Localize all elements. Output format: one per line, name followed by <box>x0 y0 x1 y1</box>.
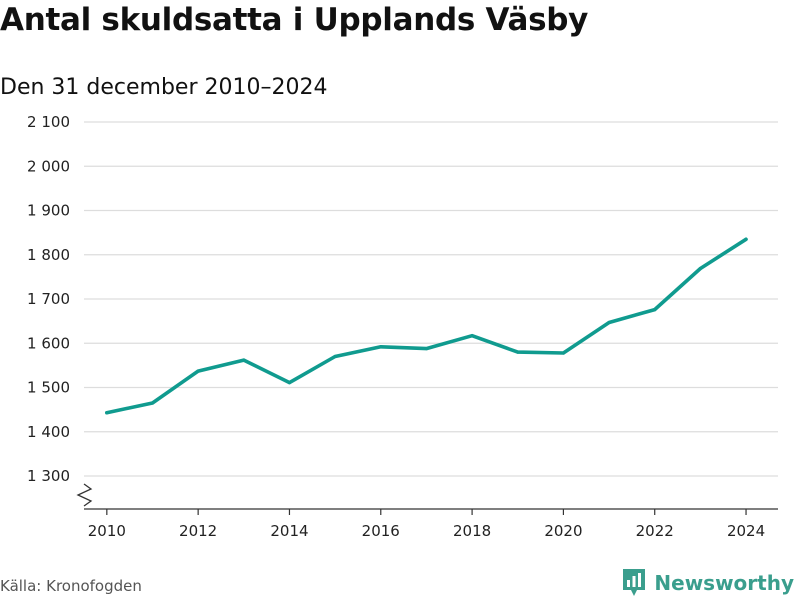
y-tick-label: 1 800 <box>27 246 70 264</box>
y-tick-label: 1 900 <box>27 202 70 220</box>
x-axis: 2010 2012 2014 2016 2018 2020 2022 2024 <box>76 483 778 540</box>
data-point <box>424 346 429 351</box>
x-tick-label: 2022 <box>636 522 674 540</box>
y-tick-label: 1 700 <box>27 290 70 308</box>
data-point <box>287 381 292 385</box>
data-point <box>150 401 155 405</box>
data-point <box>516 350 520 354</box>
data-point <box>196 369 200 373</box>
y-tick-label: 2 100 <box>27 113 70 131</box>
data-point <box>379 345 383 349</box>
chart-subtitle: Den 31 december 2010–2024 <box>0 75 328 100</box>
data-point <box>105 411 109 415</box>
y-tick-label: 1 400 <box>27 423 70 441</box>
y-axis-labels: 1 300 1 400 1 500 1 600 1 700 1 800 1 900 2 000… <box>27 113 70 485</box>
axis-break-icon <box>76 483 93 507</box>
source-note: Källa: Kronofogden <box>0 577 142 595</box>
data-point <box>470 334 474 338</box>
x-tick-label: 2012 <box>179 522 217 540</box>
grid-lines <box>84 121 778 477</box>
x-tick-label: 2018 <box>453 522 491 540</box>
y-tick-label: 1 300 <box>27 467 70 485</box>
bar-chart-bubble-icon <box>623 569 646 596</box>
brand-logo: Newsworthy <box>622 568 794 598</box>
data-point <box>744 237 748 241</box>
x-tick-label: 2024 <box>727 522 765 540</box>
data-point <box>607 320 611 325</box>
data-point <box>653 308 657 312</box>
data-point <box>698 266 702 271</box>
x-tick-label: 2014 <box>270 522 308 540</box>
data-point <box>561 351 566 355</box>
y-tick-label: 1 500 <box>27 379 70 397</box>
x-tick-label: 2020 <box>544 522 582 540</box>
series-line <box>105 237 748 415</box>
x-tick-label: 2016 <box>362 522 400 540</box>
chart-title: Antal skuldsatta i Upplands Väsby <box>0 2 589 38</box>
brand-name: Newsworthy <box>654 571 794 595</box>
y-tick-label: 1 600 <box>27 334 70 352</box>
series-layer <box>105 237 748 415</box>
data-point <box>242 358 246 362</box>
x-tick-label: 2010 <box>88 522 126 540</box>
data-point <box>333 354 337 359</box>
y-tick-label: 2 000 <box>27 157 70 175</box>
